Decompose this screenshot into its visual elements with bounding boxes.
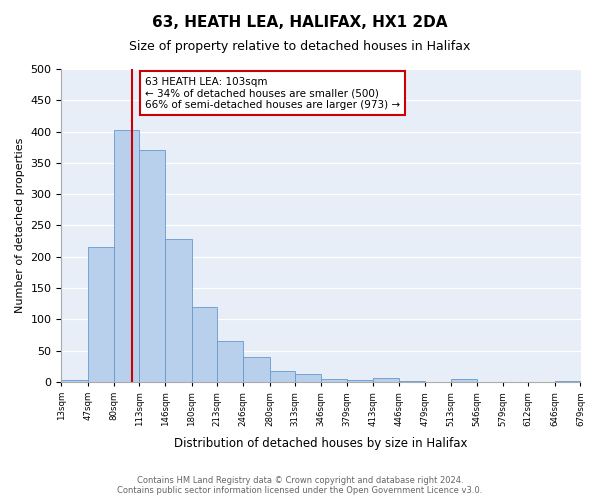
Bar [347, 380, 373, 382]
Text: Contains HM Land Registry data © Crown copyright and database right 2024.
Contai: Contains HM Land Registry data © Crown c… [118, 476, 482, 495]
Text: Size of property relative to detached houses in Halifax: Size of property relative to detached ho… [130, 40, 470, 53]
Text: 63, HEATH LEA, HALIFAX, HX1 2DA: 63, HEATH LEA, HALIFAX, HX1 2DA [152, 15, 448, 30]
Bar [217, 342, 243, 382]
Bar [399, 380, 425, 382]
Bar [451, 379, 477, 382]
Bar [373, 378, 399, 382]
Bar [113, 130, 139, 382]
X-axis label: Distribution of detached houses by size in Halifax: Distribution of detached houses by size … [174, 437, 468, 450]
Bar [243, 357, 269, 382]
Bar [139, 150, 165, 382]
Bar [191, 307, 217, 382]
Bar [88, 248, 113, 382]
Text: 63 HEATH LEA: 103sqm
← 34% of detached houses are smaller (500)
66% of semi-deta: 63 HEATH LEA: 103sqm ← 34% of detached h… [145, 76, 400, 110]
Bar [61, 380, 88, 382]
Bar [321, 379, 347, 382]
Bar [165, 240, 191, 382]
Bar [295, 374, 321, 382]
Bar [269, 372, 295, 382]
Y-axis label: Number of detached properties: Number of detached properties [15, 138, 25, 313]
